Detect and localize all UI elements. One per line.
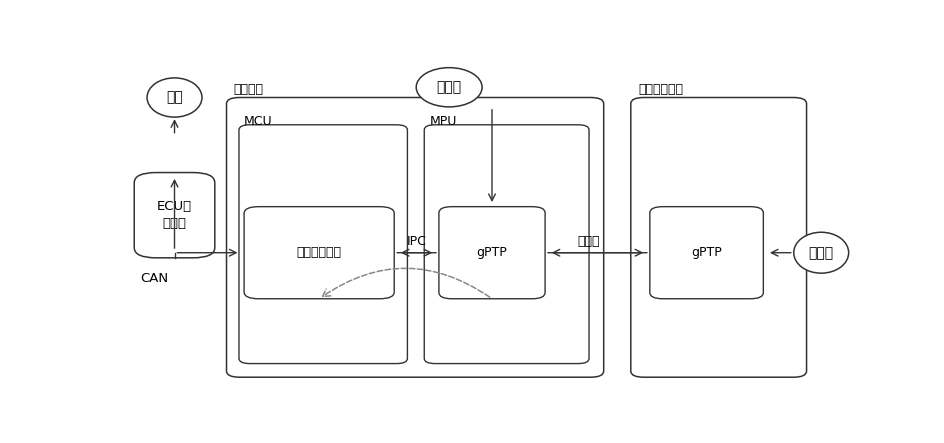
Text: 时钟: 时钟 [166,90,183,105]
Text: 边缘网关: 边缘网关 [233,83,263,96]
Text: IPC: IPC [406,235,426,248]
Ellipse shape [793,232,848,273]
Text: MCU: MCU [244,115,273,128]
Ellipse shape [415,68,481,107]
Text: gPTP: gPTP [476,246,507,259]
FancyBboxPatch shape [438,206,545,299]
FancyBboxPatch shape [227,97,603,377]
Text: 从时钟: 从时钟 [436,80,462,94]
FancyBboxPatch shape [134,173,214,258]
Text: 以太网: 以太网 [577,235,599,248]
FancyBboxPatch shape [649,206,763,299]
FancyBboxPatch shape [424,125,588,364]
FancyBboxPatch shape [239,125,407,364]
Text: MPU: MPU [429,115,456,128]
Text: 主时钟: 主时钟 [808,246,833,260]
Text: ECU或
传感器: ECU或 传感器 [157,200,192,230]
FancyArrowPatch shape [322,268,489,297]
FancyBboxPatch shape [631,97,805,377]
Text: gPTP: gPTP [690,246,721,259]
Text: CAN: CAN [140,272,168,285]
Text: 中央处理单元: 中央处理单元 [637,83,683,96]
Text: 时间同步管理: 时间同步管理 [296,246,341,259]
Ellipse shape [147,78,202,117]
FancyBboxPatch shape [244,206,394,299]
